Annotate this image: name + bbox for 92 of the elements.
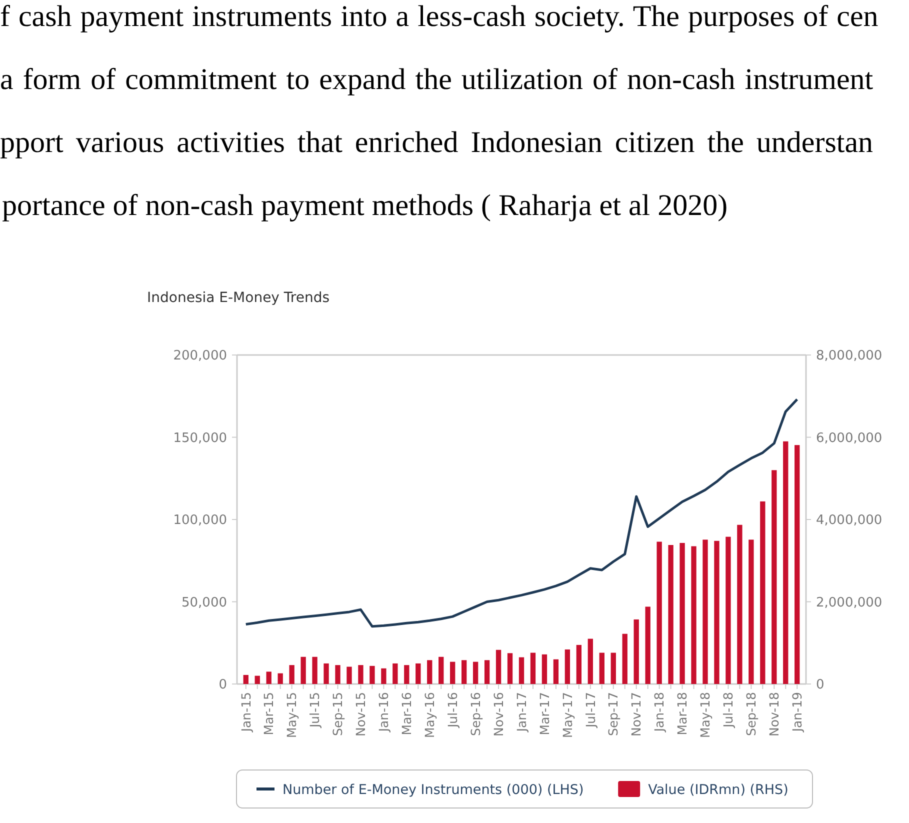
x-tick-label: Jan-17: [514, 692, 529, 733]
x-tick-label: Nov-15: [353, 692, 368, 736]
bar: [404, 665, 410, 684]
bar: [243, 674, 248, 684]
bar: [783, 441, 788, 684]
text: portance of non-cash payment methods ( Raharja et al 2020): [2, 189, 728, 222]
bar: [312, 656, 318, 684]
bar: [726, 536, 731, 684]
x-tick-label: Jul-16: [444, 692, 460, 728]
y-tick-label: 100,000: [173, 513, 227, 528]
x-tick-label: Jul-18: [720, 692, 736, 728]
bar: [381, 668, 386, 684]
x-tick-label: Jan-16: [376, 692, 392, 733]
x-tick-label: Jan-18: [652, 692, 667, 733]
bar: [518, 657, 524, 684]
bar: [461, 660, 467, 684]
bar: [278, 673, 283, 684]
bar: [254, 676, 260, 684]
x-tick-label: Jul-17: [582, 692, 598, 728]
text: a form of commitment to expand the utilization of non-cash instrument: [0, 63, 874, 96]
bar: [737, 524, 742, 684]
bar: [450, 662, 456, 684]
x-tick-label: Jul-15: [307, 692, 322, 728]
bar: [680, 542, 685, 684]
bar: [472, 662, 478, 684]
bar: [266, 672, 272, 684]
bar: [484, 660, 490, 684]
bar: [507, 653, 513, 684]
y-tick-label: 0: [218, 678, 227, 693]
y2-tick-label: 8,000,000: [816, 348, 882, 364]
bar: [668, 544, 674, 684]
x-tick-label: Nov-18: [766, 692, 782, 736]
x-tick-label: Sep-18: [744, 692, 759, 736]
x-tick-label: May-16: [422, 692, 437, 738]
bar: [392, 663, 398, 684]
x-tick-label: Mar-17: [536, 692, 552, 736]
bar: [496, 650, 502, 684]
y2-tick-label: 4,000,000: [816, 513, 882, 528]
y2-tick-label: 0: [816, 678, 824, 693]
x-tick-label: Mar-18: [674, 692, 690, 736]
bar: [702, 540, 708, 684]
x-tick-label: Mar-16: [399, 692, 414, 736]
bar: [335, 665, 340, 684]
bar: [416, 663, 421, 684]
x-tick-label: Sep-17: [606, 692, 621, 736]
bar: [530, 652, 536, 684]
x-tick-label: Sep-15: [330, 692, 346, 736]
bar: [564, 649, 570, 684]
y2-tick-label: 2,000,000: [816, 595, 882, 610]
bar: [610, 652, 616, 684]
x-tick-label: Sep-16: [468, 692, 483, 736]
bar: [622, 634, 628, 684]
x-tick-label: Nov-16: [490, 692, 506, 736]
bar: [542, 654, 548, 684]
y-tick-label: 200,000: [173, 348, 227, 364]
bar: [553, 659, 559, 684]
legend-label: Number of E-Money Instruments (000) (LHS): [282, 782, 584, 798]
x-tick-label: May-17: [560, 692, 575, 738]
chart-title: Indonesia E-Money Trends: [147, 290, 330, 306]
bar: [634, 619, 639, 684]
text: pport various activities that enriched Indonesian citizen the understan: [0, 126, 874, 159]
x-tick-label: Jan-19: [789, 692, 804, 733]
text: f cash payment instruments into a less-cash society. The purposes of cen: [0, 0, 878, 33]
bar: [289, 665, 294, 684]
bar: [576, 644, 582, 684]
bar: [772, 470, 777, 684]
x-tick-label: May-18: [698, 692, 713, 738]
bar: [300, 656, 306, 684]
x-tick-label: Jan-15: [238, 692, 254, 733]
bar: [760, 501, 766, 684]
bar: [748, 540, 754, 684]
bar: [358, 665, 364, 684]
y-tick-label: 50,000: [182, 595, 227, 610]
bar: [714, 540, 720, 684]
x-tick-label: Nov-17: [628, 692, 644, 736]
x-tick-label: Mar-15: [261, 692, 276, 736]
bar: [370, 666, 375, 684]
x-tick-label: May-15: [284, 692, 300, 738]
bar: [588, 638, 593, 684]
bar: [599, 652, 604, 684]
y2-tick-label: 6,000,000: [816, 430, 882, 446]
bar: [346, 666, 352, 684]
bar: [324, 663, 329, 684]
bar: [691, 546, 696, 684]
bar: [794, 445, 800, 684]
bar: [656, 542, 662, 684]
bar: [645, 606, 650, 684]
bar: [427, 660, 432, 684]
legend-label: Value (IDRmn) (RHS): [648, 782, 788, 798]
line-series: [244, 398, 798, 628]
y-tick-label: 150,000: [173, 430, 227, 446]
bar: [438, 656, 444, 684]
